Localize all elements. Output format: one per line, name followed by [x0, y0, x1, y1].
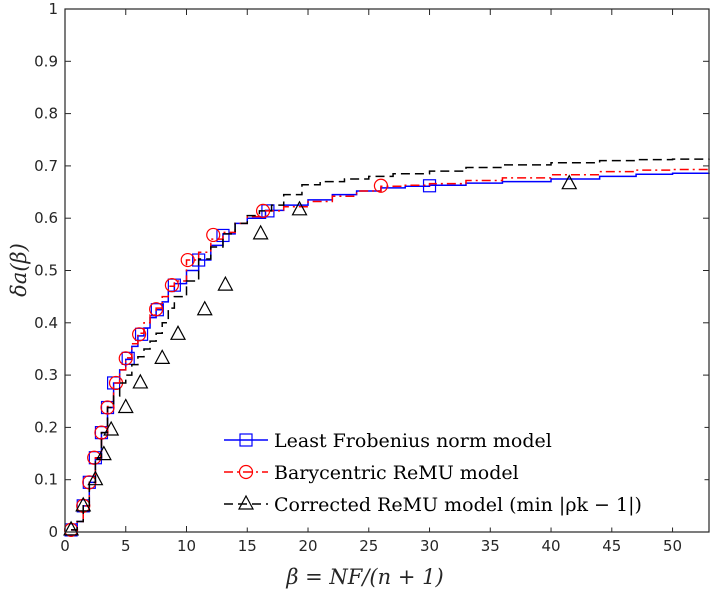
series-marker	[373, 178, 389, 193]
series-marker	[132, 373, 149, 389]
series-marker	[164, 278, 180, 293]
series-marker	[206, 227, 221, 243]
series-line	[71, 158, 710, 531]
series-marker	[154, 349, 171, 364]
legend-marker	[237, 494, 255, 510]
series-marker	[217, 275, 234, 291]
legend-marker	[238, 464, 254, 480]
y-tick-label: 0.1	[34, 471, 58, 489]
series-marker	[196, 300, 213, 316]
series-marker	[291, 200, 308, 216]
x-tick-label: 20	[298, 537, 317, 555]
x-tick-label: 25	[359, 537, 378, 555]
series-marker	[100, 400, 115, 415]
y-tick-label: 0.7	[34, 157, 58, 175]
y-tick-label: 1	[48, 0, 58, 18]
legend-label: Barycentric ReMU model	[274, 462, 519, 484]
x-tick-label: 35	[481, 537, 500, 555]
ticks-layer: 0 5 10 15 20 25 30 35 40 45 50 0 0.1 0.2 0.3 0.4 0.5 0.6 0…	[34, 0, 709, 555]
series-layer	[63, 158, 710, 538]
y-tick-label: 0.4	[34, 314, 58, 332]
series-marker	[169, 325, 187, 340]
x-tick-label: 0	[60, 537, 70, 555]
legend-item: Corrected ReMU model (min |ρk − 1|)	[224, 494, 642, 516]
legend: Least Frobenius norm model Barycentric Re…	[217, 421, 705, 528]
legend-box	[217, 421, 705, 528]
series-marker	[117, 398, 134, 414]
y-axis-title: δa(β)	[7, 243, 31, 297]
y-tick-label: 0.9	[34, 52, 58, 70]
series-marker	[103, 420, 120, 436]
series-marker	[118, 351, 133, 366]
y-tick-label: 0.6	[34, 209, 58, 227]
legend-label: Corrected ReMU model (min |ρk − 1|)	[274, 494, 642, 516]
x-tick-label: 45	[602, 537, 621, 555]
x-axis-title: β = NF/(n + 1)	[285, 565, 443, 589]
x-tick-label: 10	[177, 537, 196, 555]
legend-label: Least Frobenius norm model	[274, 430, 552, 452]
y-tick-label: 0.3	[34, 366, 58, 384]
series-marker	[63, 520, 80, 536]
series-marker	[180, 252, 195, 268]
series-marker	[75, 496, 92, 512]
legend-marker	[239, 433, 253, 447]
series-marker	[149, 302, 164, 317]
y-tick-label: 0	[48, 523, 58, 541]
x-tick-label: 50	[663, 537, 682, 555]
y-tick-label: 0.2	[34, 418, 58, 436]
x-tick-label: 15	[238, 537, 257, 555]
series-marker	[255, 203, 271, 218]
series-marker	[132, 327, 147, 342]
series-marker	[87, 470, 104, 486]
legend-item: Barycentric ReMU model	[224, 462, 519, 484]
legend-item: Least Frobenius norm model	[224, 430, 552, 452]
x-tick-label: 40	[541, 537, 560, 555]
series-line	[71, 168, 710, 531]
series-3	[63, 158, 710, 536]
x-tick-label: 5	[121, 537, 131, 555]
y-tick-label: 0.5	[34, 262, 58, 280]
series-marker	[252, 224, 269, 240]
y-tick-label: 0.8	[34, 105, 58, 123]
series-marker	[561, 174, 578, 190]
series-marker	[95, 445, 112, 461]
x-tick-label: 30	[420, 537, 439, 555]
